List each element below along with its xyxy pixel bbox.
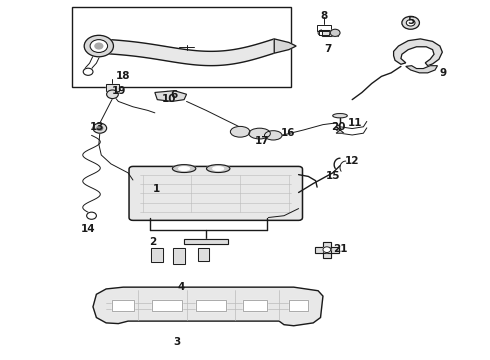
Circle shape <box>87 212 97 219</box>
Bar <box>289 300 308 311</box>
Ellipse shape <box>213 167 223 170</box>
Polygon shape <box>393 39 442 66</box>
Polygon shape <box>274 39 296 53</box>
Text: 6: 6 <box>171 90 178 100</box>
Text: 1: 1 <box>152 184 160 194</box>
Polygon shape <box>198 248 209 261</box>
Polygon shape <box>155 91 187 102</box>
Bar <box>317 25 331 31</box>
Polygon shape <box>93 287 323 326</box>
Bar <box>112 300 134 311</box>
Bar <box>152 300 182 311</box>
Ellipse shape <box>206 165 230 172</box>
Polygon shape <box>173 248 185 264</box>
Text: 16: 16 <box>281 128 295 138</box>
Bar <box>319 30 329 35</box>
Circle shape <box>330 29 340 36</box>
Polygon shape <box>184 239 228 244</box>
Text: 2: 2 <box>149 237 156 247</box>
Circle shape <box>83 68 93 75</box>
Text: 13: 13 <box>90 122 104 132</box>
Text: 18: 18 <box>116 71 130 81</box>
Circle shape <box>323 247 331 252</box>
Text: 12: 12 <box>345 157 359 166</box>
Circle shape <box>93 123 107 133</box>
Ellipse shape <box>179 167 190 170</box>
Text: 20: 20 <box>331 122 346 132</box>
Bar <box>106 84 119 91</box>
Polygon shape <box>151 248 163 262</box>
Bar <box>317 25 331 31</box>
Text: 21: 21 <box>333 244 347 253</box>
Circle shape <box>84 35 114 57</box>
Text: 15: 15 <box>325 171 340 181</box>
Circle shape <box>90 40 108 53</box>
Polygon shape <box>336 126 344 133</box>
Text: 9: 9 <box>440 68 447 78</box>
Ellipse shape <box>230 126 250 137</box>
Circle shape <box>402 17 419 29</box>
Polygon shape <box>406 66 438 73</box>
Text: 17: 17 <box>255 136 270 146</box>
Bar <box>106 84 119 91</box>
Bar <box>319 30 329 35</box>
Bar <box>152 300 182 311</box>
Ellipse shape <box>249 128 270 139</box>
Bar <box>72 7 291 87</box>
Circle shape <box>107 90 118 99</box>
Bar <box>196 300 225 311</box>
Bar <box>243 300 267 311</box>
Text: 8: 8 <box>321 12 328 21</box>
Polygon shape <box>323 242 331 257</box>
Polygon shape <box>99 39 274 66</box>
Circle shape <box>95 43 103 49</box>
Circle shape <box>406 19 415 26</box>
Bar <box>243 300 267 311</box>
Text: 3: 3 <box>173 337 180 347</box>
Polygon shape <box>315 247 339 252</box>
Bar <box>196 300 225 311</box>
Ellipse shape <box>172 165 196 172</box>
Circle shape <box>97 126 103 130</box>
Bar <box>289 300 308 311</box>
Ellipse shape <box>333 113 347 118</box>
Text: 10: 10 <box>162 94 177 104</box>
FancyBboxPatch shape <box>129 166 302 220</box>
Polygon shape <box>322 30 338 36</box>
Text: 11: 11 <box>348 118 363 128</box>
Ellipse shape <box>265 131 282 140</box>
Text: 5: 5 <box>407 16 414 26</box>
Text: 7: 7 <box>324 44 332 54</box>
Text: 14: 14 <box>81 224 96 234</box>
Text: 19: 19 <box>112 86 126 96</box>
Text: 4: 4 <box>178 282 185 292</box>
Bar <box>112 300 134 311</box>
